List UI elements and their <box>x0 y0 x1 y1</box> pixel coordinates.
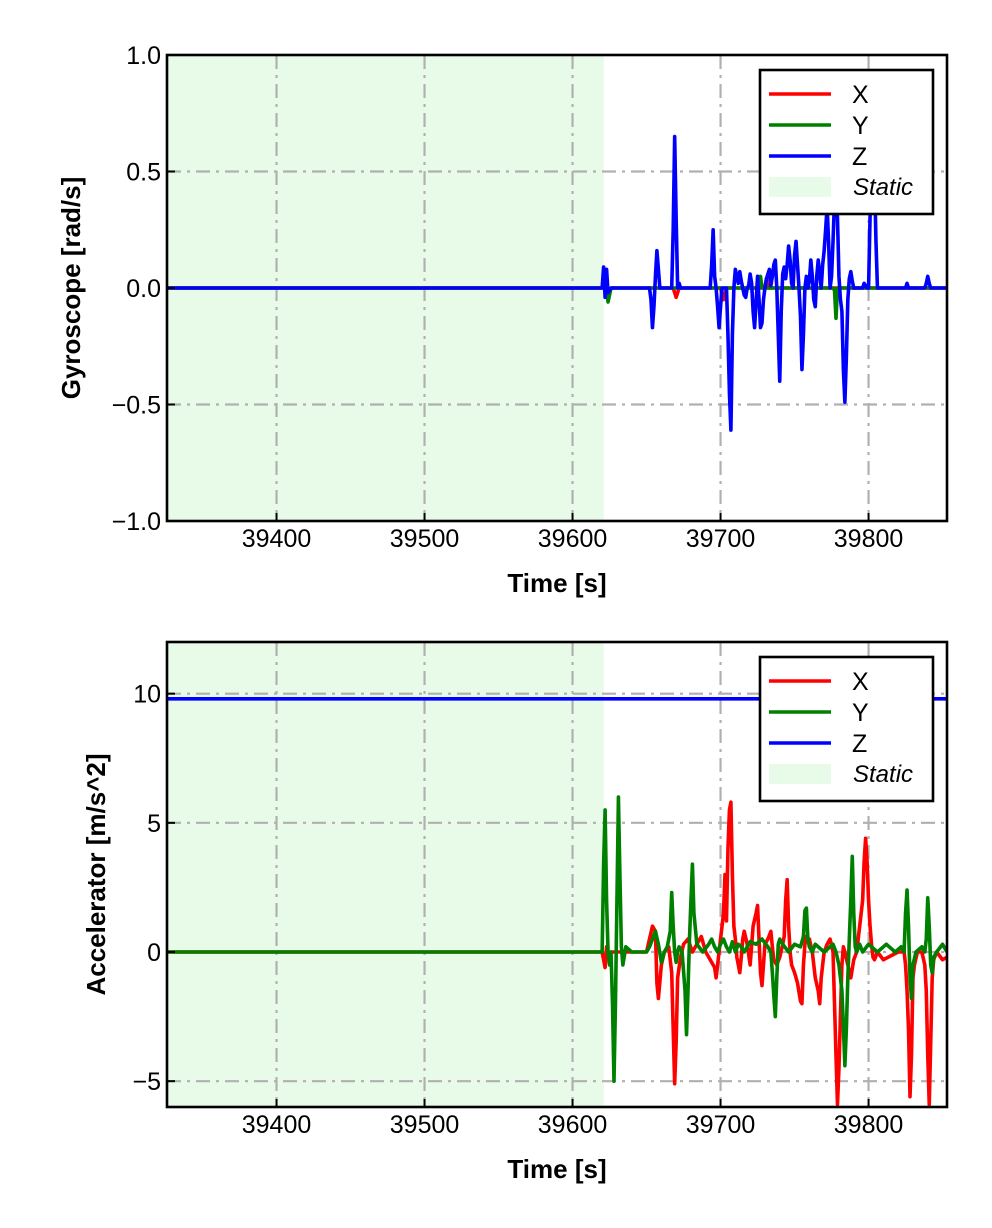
x-tick-label: 39800 <box>834 1111 904 1139</box>
y-tick-label: −0.5 <box>112 392 161 420</box>
y-tick-label: −5 <box>132 1068 161 1096</box>
chart-panel-2: 39400 39500 39600 39700 39800 −5 0 5 10 Time [s] A… <box>81 640 949 1184</box>
legend-label-y: Y <box>852 112 869 140</box>
y-tick-label: 10 <box>133 681 161 709</box>
series-line-y <box>167 795 947 1083</box>
y-tick-label: 0.0 <box>126 275 161 303</box>
x-axis-label: Time [s] <box>507 568 606 598</box>
y-tick-label: 0 <box>147 939 161 967</box>
plot-frame <box>165 640 949 1109</box>
x-tick-label: 39500 <box>390 1111 460 1139</box>
legend-label-static: Static <box>853 761 913 788</box>
legend-label-static: Static <box>853 174 913 201</box>
y-tick-label: −1.0 <box>112 508 161 536</box>
x-tick-label: 39700 <box>686 525 756 553</box>
chart-panel-1: 39400 39500 39600 39700 39800 −1.0 −0.5 0.0 0.5 1… <box>56 42 949 598</box>
x-tick-label: 39700 <box>686 1111 756 1139</box>
static-region <box>167 642 604 1107</box>
y-axis-label: Accelerator [m/s^2] <box>81 753 111 995</box>
y-tick-label: 1.0 <box>126 42 161 70</box>
y-axis-label: Gyroscope [rad/s] <box>56 177 86 400</box>
y-tick-label: 0.5 <box>126 159 161 187</box>
legend: XYZ Static <box>758 68 935 216</box>
series-group <box>167 123 947 432</box>
legend-label-z: Z <box>852 143 867 171</box>
x-tick-label: 39400 <box>242 1111 312 1139</box>
legend-label-y: Y <box>852 699 869 727</box>
x-tick-label: 39500 <box>390 525 460 553</box>
legend-swatch-static <box>769 764 831 784</box>
legend: XYZ Static <box>758 655 935 803</box>
x-tick-label: 39600 <box>538 1111 608 1139</box>
legend-swatch-static <box>769 177 831 197</box>
series-line-x <box>167 800 947 1107</box>
x-axis-label: Time [s] <box>507 1154 606 1184</box>
x-tick-label: 39600 <box>538 525 608 553</box>
legend-label-z: Z <box>852 730 867 758</box>
series-line-z <box>167 123 947 432</box>
x-tick-label: 39800 <box>834 525 904 553</box>
legend-label-x: X <box>852 81 869 109</box>
x-tick-label: 39400 <box>242 525 312 553</box>
y-tick-label: 5 <box>147 810 161 838</box>
legend-label-x: X <box>852 668 869 696</box>
